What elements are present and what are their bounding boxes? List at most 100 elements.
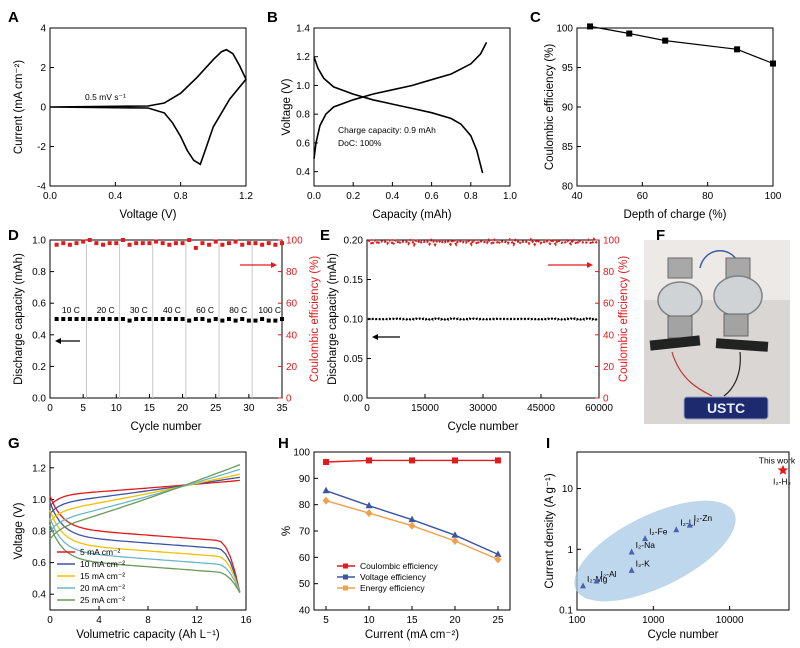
y-tick-label: 0.05 [344, 354, 364, 365]
y-tick-label: 10 [562, 484, 574, 495]
y-axis-label-e: Discharge capacity (mAh) [327, 253, 339, 385]
x-axis-label-b: Capacity (mAh) [372, 209, 451, 221]
y-axis-label-d: Discharge capacity (mAh) [13, 253, 25, 385]
efficiency-point [61, 241, 66, 246]
x-tick-label: 15 [406, 615, 418, 626]
capacity-point [226, 317, 231, 321]
capacity-trace-e [368, 317, 599, 321]
arrow-to-right-axis-e [548, 262, 593, 268]
y-tick-label: 0.4 [32, 330, 46, 341]
series-marker [408, 515, 416, 523]
x-tick-label: 4 [96, 615, 102, 626]
series-marker [494, 457, 501, 464]
efficiency-point [273, 242, 278, 247]
x-tick-label: 60 [637, 191, 649, 202]
y-tick-label: 1.0 [32, 495, 46, 506]
y-tick-label: 1.0 [32, 236, 46, 247]
efficiency-point [114, 241, 119, 246]
x-tick-label: 0 [364, 403, 370, 414]
efficiency-line [589, 25, 774, 65]
y-tick-label: 90 [299, 474, 311, 485]
panel-e: E 0 15000 30000 45000 600000.000.050.100.150… [320, 227, 630, 433]
y2-tick-label: 100 [603, 236, 620, 247]
x-tick-label: 0.2 [346, 191, 360, 202]
efficiency-point [193, 245, 198, 250]
y-tick-label: 40 [299, 606, 311, 617]
y2-tick-label: 20 [286, 362, 298, 373]
panel-letter-g: G [8, 435, 20, 452]
efficiency-point [74, 241, 79, 246]
x-axis-label-a: Voltage (V) [120, 209, 177, 221]
y-tick-label: 0.8 [296, 110, 310, 121]
x-tick-label: 5 [80, 403, 86, 414]
y-tick-label: 0.6 [32, 558, 46, 569]
y-tick-label: 2 [40, 63, 46, 74]
efficiency-point [266, 241, 271, 246]
arrow-to-right-axis-d [240, 262, 277, 268]
arrow-to-left-axis-e [372, 334, 400, 340]
y2-tick-label: 0 [603, 394, 609, 405]
y-tick-label: 100 [293, 448, 310, 459]
y-tick-label: 0.4 [296, 167, 310, 178]
capacity-point [87, 317, 92, 321]
efficiency-point [626, 30, 633, 37]
point-label: I₂-H₂ [773, 476, 791, 486]
x-tick-label: 100 [765, 191, 782, 202]
capacity-point [61, 317, 66, 321]
capacity-point [200, 317, 205, 321]
capacity-point [54, 317, 59, 321]
capacity-point [114, 317, 119, 321]
this-work-star [777, 464, 789, 475]
efficiency-point [220, 242, 225, 247]
ticks-b: 0.0 0.2 0.4 0.6 0.8 1.0 0.4 0.6 0.8 1.0 1.2 1.4 [296, 24, 517, 203]
legend-label: 15 mA cm⁻² [80, 571, 125, 581]
capacity-point [74, 317, 79, 321]
plot-frame-i [576, 451, 790, 611]
panel-letter-f: F [656, 227, 665, 244]
x-axis-label-i: Cycle number [648, 629, 719, 641]
comparison-point [593, 577, 600, 584]
comparison-point [673, 526, 680, 533]
y-tick-label: 0.10 [344, 315, 364, 326]
ticks-i: 100 1000 10000 0.1 1 10 [559, 484, 744, 626]
y-axis-label-b: Voltage (V) [281, 78, 293, 135]
x-tick-label: 8 [145, 615, 151, 626]
efficiency-point [87, 238, 92, 242]
x-tick-label: 1.0 [503, 191, 517, 202]
legend-label: 5 mA cm⁻² [80, 547, 121, 557]
y-tick-label: 85 [562, 142, 574, 153]
x-tick-label: 10 [111, 403, 123, 414]
comparison-point [628, 566, 635, 573]
y-tick-label: 1.2 [296, 52, 310, 63]
series-marker [451, 537, 459, 546]
efficiency-trace-e [367, 237, 599, 248]
y-tick-label: -2 [37, 142, 46, 153]
x-tick-label: 10 [363, 615, 375, 626]
capacity-point [67, 317, 72, 321]
y-tick-label: 0.6 [32, 299, 46, 310]
efficiency-point [140, 241, 145, 246]
legend-label: 10 mA cm⁻² [80, 559, 125, 569]
series-marker [408, 521, 416, 530]
red-wire [671, 351, 713, 397]
x-tick-label: 60000 [585, 403, 613, 414]
x-tick-label: 0 [47, 403, 53, 414]
capacity-point [266, 318, 271, 323]
capacity-point [220, 318, 225, 323]
capacity-point [160, 317, 165, 321]
y-tick-label: 80 [299, 500, 311, 511]
y2-tick-label: 80 [603, 267, 615, 278]
series-marker [366, 457, 373, 464]
y-tick-label: 0.20 [344, 236, 364, 247]
efficiency-point [770, 60, 776, 67]
legend-label: Voltage efficiency [360, 572, 427, 582]
efficiency-point [54, 242, 59, 247]
y2-tick-label: 100 [286, 236, 303, 247]
capacity-point [207, 318, 212, 323]
arrow-to-left-axis-d [55, 338, 80, 344]
comparison-point [686, 521, 693, 528]
panel-c: C 40 60 80 100 80 85 90 95 100 Depth of charge (… [530, 9, 782, 221]
ticks-e: 0 15000 30000 45000 60000 0.00 0.05 0.10 0.15 0.2… [344, 236, 621, 415]
led-display [683, 396, 769, 420]
capacity-point [140, 317, 145, 321]
